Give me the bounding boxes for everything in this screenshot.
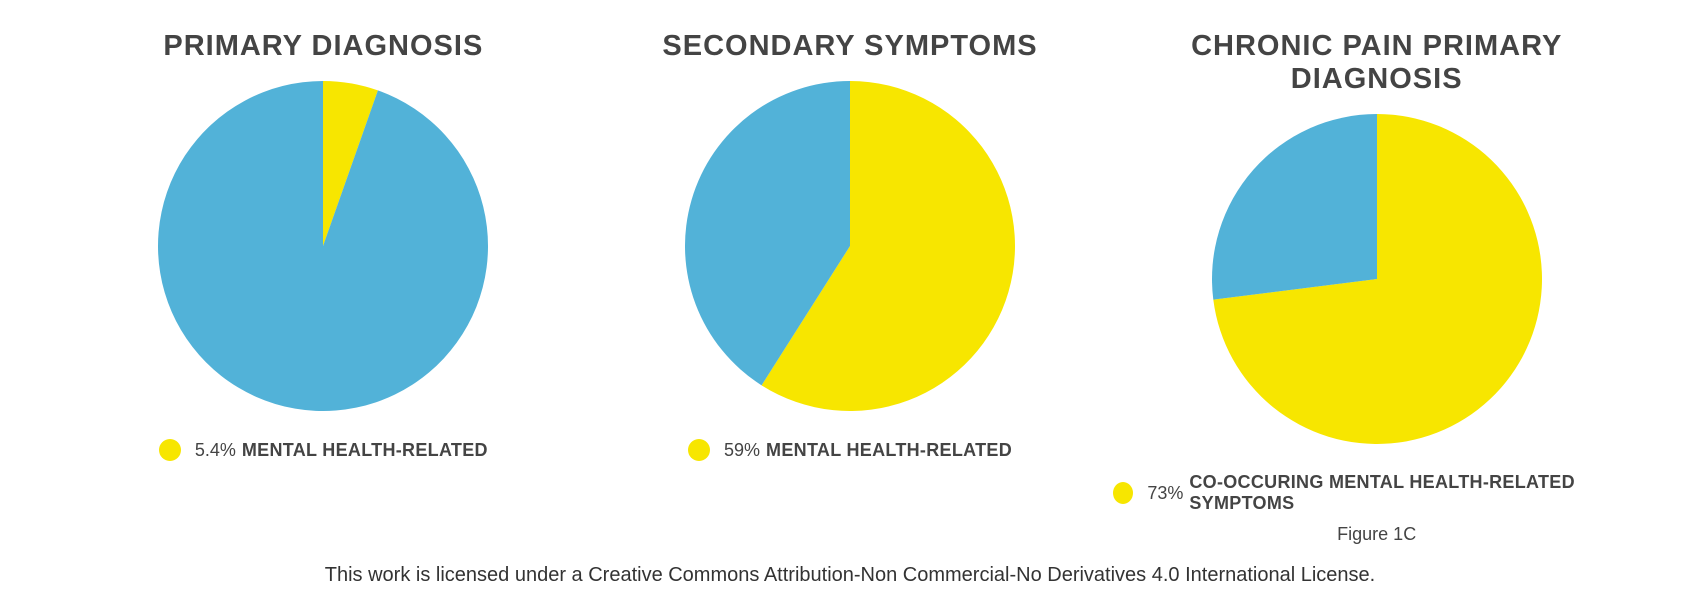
legend-percent: 73% (1147, 483, 1183, 504)
chart-title: PRIMARY DIAGNOSIS (163, 30, 483, 63)
pie-chart (158, 81, 488, 411)
legend-swatch (1113, 482, 1133, 504)
pie-chart (685, 81, 1015, 411)
panel-secondary-symptoms: SECONDARY SYMPTOMS 59% MENTAL HEALTH-REL… (587, 30, 1114, 461)
panel-primary-diagnosis: PRIMARY DIAGNOSIS 5.4% MENTAL HEALTH-REL… (60, 30, 587, 461)
charts-row: PRIMARY DIAGNOSIS 5.4% MENTAL HEALTH-REL… (60, 30, 1640, 545)
figure-wrap: PRIMARY DIAGNOSIS 5.4% MENTAL HEALTH-REL… (0, 0, 1700, 607)
legend-label: MENTAL HEALTH-RELATED (766, 440, 1012, 461)
chart-title: CHRONIC PAIN PRIMARY DIAGNOSIS (1113, 30, 1640, 96)
legend-percent: 5.4% (195, 440, 236, 461)
legend: 73% CO-OCCURING MENTAL HEALTH-RELATED SY… (1113, 472, 1640, 514)
pie-chart (1212, 114, 1542, 444)
legend-label: CO-OCCURING MENTAL HEALTH-RELATED SYMPTO… (1189, 472, 1640, 514)
legend-swatch (688, 439, 710, 461)
panel-chronic-pain: CHRONIC PAIN PRIMARY DIAGNOSIS 73% CO-OC… (1113, 30, 1640, 545)
legend-percent: 59% (724, 440, 760, 461)
figure-label: Figure 1C (1337, 524, 1416, 545)
chart-title: SECONDARY SYMPTOMS (662, 30, 1037, 63)
legend-label: MENTAL HEALTH-RELATED (242, 440, 488, 461)
legend-swatch (159, 439, 181, 461)
license-text: This work is licensed under a Creative C… (0, 564, 1700, 587)
legend: 5.4% MENTAL HEALTH-RELATED (159, 439, 488, 461)
legend: 59% MENTAL HEALTH-RELATED (688, 439, 1012, 461)
